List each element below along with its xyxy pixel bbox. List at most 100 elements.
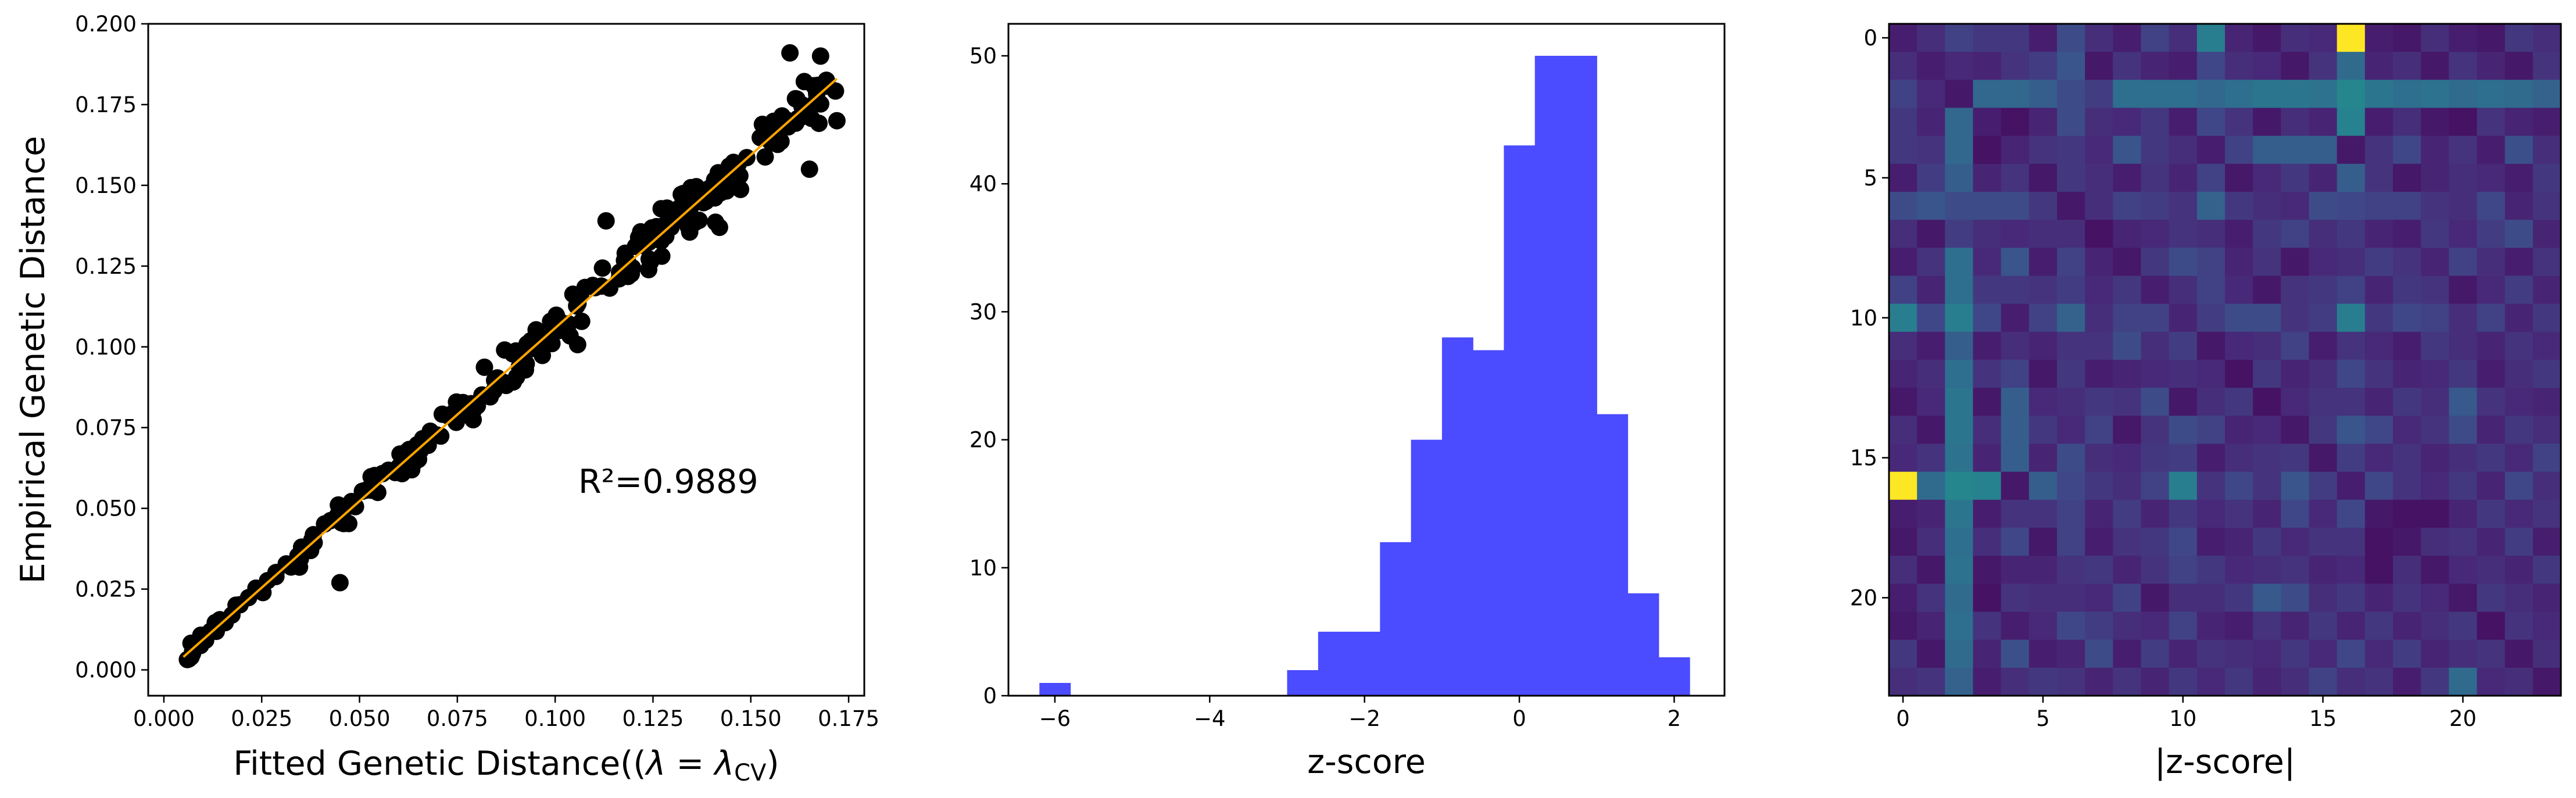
heatmap-cell — [2281, 639, 2310, 668]
heatmap-cell — [2532, 220, 2561, 248]
heatmap-cell — [2309, 443, 2338, 473]
heatmap-cell — [1945, 108, 1974, 137]
heatmap-cell — [2309, 528, 2338, 556]
heatmap-cell — [2141, 52, 2170, 80]
heatmap-cell — [2253, 108, 2281, 137]
heatmap-cell — [2477, 388, 2506, 416]
heatmap-cell — [2309, 303, 2338, 332]
heatmap-cell — [2505, 163, 2534, 192]
scatter-point — [400, 441, 418, 459]
heatmap-cell — [2225, 360, 2253, 388]
heatmap-cell — [2393, 416, 2421, 445]
heatmap-cell — [1973, 303, 2002, 332]
heatmap-cell — [2169, 52, 2198, 80]
heatmap-cell — [2281, 360, 2310, 388]
heatmap-cell — [2169, 192, 2198, 220]
heatmap-cell — [2169, 275, 2198, 305]
scatter-point — [652, 200, 670, 218]
heatmap-cell — [2253, 163, 2281, 192]
heatmap-cell — [2225, 499, 2253, 528]
heatmap-x-axis-label: |z-score| — [2155, 743, 2295, 781]
heatmap-cell — [2085, 471, 2113, 500]
heatmap-cell — [2477, 416, 2506, 445]
heatmap-cell — [2169, 331, 2198, 360]
scatter-y-ticks: 0.000 0.025 0.050 0.075 0.100 0.125 0.150 0.175… — [75, 12, 148, 683]
heatmap-cell — [1973, 443, 2002, 473]
heatmap-cell — [2364, 24, 2393, 52]
heatmap-cell — [1889, 528, 1917, 556]
scatter-point — [597, 212, 615, 230]
heatmap-cell — [1973, 24, 2002, 52]
heatmap-cell — [2505, 584, 2534, 613]
histogram-bar — [1039, 683, 1071, 696]
scatter-point — [788, 90, 806, 108]
heatmap-cell — [2225, 331, 2253, 360]
heatmap-cell — [2364, 639, 2393, 668]
heatmap-cell — [2141, 135, 2170, 164]
heatmap-cell — [1917, 248, 1945, 277]
heatmap-cell — [2281, 135, 2310, 164]
heatmap-cell — [2505, 388, 2534, 416]
scatter-point — [522, 332, 540, 350]
heatmap-cell — [2309, 667, 2338, 696]
heatmap-cell — [2196, 388, 2226, 416]
heatmap-cell — [2169, 108, 2198, 137]
heatmap-cell — [2532, 303, 2561, 332]
heatmap-cell — [2421, 135, 2449, 164]
heatmap-cell — [2113, 52, 2142, 80]
scatter-point — [462, 400, 480, 418]
heatmap-cell — [2085, 611, 2113, 640]
histogram-bar — [1411, 439, 1443, 696]
scatter-point — [619, 267, 637, 285]
heatmap-cell — [2281, 416, 2310, 445]
heatmap-cell — [2057, 52, 2085, 80]
heatmap-cell — [2281, 388, 2310, 416]
heatmap-cell — [2421, 556, 2449, 584]
heatmap-cell — [2477, 584, 2506, 613]
heatmap-cell — [2281, 611, 2310, 640]
heatmap-cell — [2225, 556, 2253, 584]
heatmap-cell — [2393, 556, 2421, 584]
heatmap-cell — [2309, 248, 2338, 277]
heatmap-cell — [2393, 331, 2421, 360]
histogram-axes-frame — [1007, 23, 1726, 697]
heatmap-cell — [2253, 667, 2281, 696]
heatmap-cell — [2364, 80, 2393, 109]
heatmap-cell — [2253, 499, 2281, 528]
scatter-point — [808, 76, 827, 94]
heatmap-cell — [2281, 248, 2310, 277]
heatmap-cell — [2505, 80, 2534, 109]
scatter-point — [569, 295, 587, 313]
x-tick-label: 0.025 — [231, 706, 292, 731]
heatmap-cell — [2225, 471, 2253, 500]
heatmap-cell — [2281, 331, 2310, 360]
heatmap-cell — [2253, 471, 2281, 500]
heatmap-cell — [2477, 163, 2506, 192]
heatmap-cell — [2113, 303, 2142, 332]
heatmap-cell — [2421, 416, 2449, 445]
heatmap-cell — [2057, 667, 2085, 696]
heatmap-cell — [2141, 611, 2170, 640]
heatmap-cell — [2364, 416, 2393, 445]
heatmap-cell — [2169, 611, 2198, 640]
heatmap-cell — [2057, 135, 2085, 164]
heatmap-cell — [2085, 108, 2113, 137]
heatmap-cell — [2421, 163, 2449, 192]
heatmap-cell — [2141, 163, 2170, 192]
heatmap-cell — [2113, 584, 2142, 613]
heatmap-cell — [2057, 584, 2085, 613]
heatmap-cell — [2449, 416, 2478, 445]
heatmap-cell — [1917, 220, 1945, 248]
heatmap-cell — [2337, 611, 2366, 640]
heatmap-cell — [2057, 248, 2085, 277]
heatmap-cell — [2477, 556, 2506, 584]
y-tick-label: 10 — [969, 556, 997, 581]
heatmap-cell — [1973, 499, 2002, 528]
heatmap-cell — [2225, 528, 2253, 556]
heatmap-cell — [2421, 443, 2449, 473]
heatmap-cell — [1889, 275, 1917, 305]
heatmap-cell — [2337, 24, 2366, 52]
heatmap-cell — [2449, 220, 2478, 248]
heatmap-cell — [2393, 192, 2421, 220]
